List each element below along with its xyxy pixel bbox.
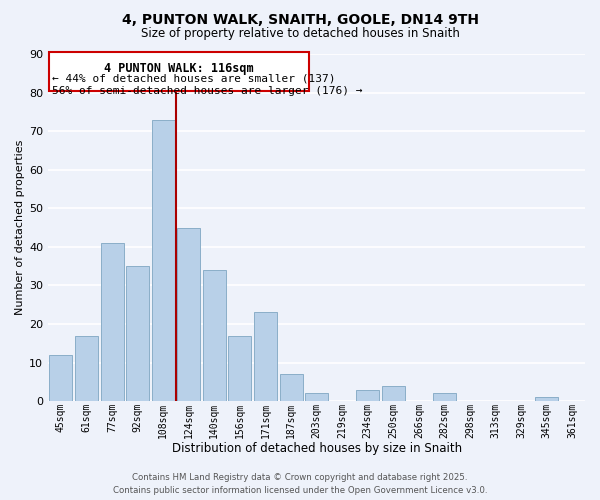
Bar: [382, 386, 405, 401]
Bar: [152, 120, 175, 401]
FancyBboxPatch shape: [49, 52, 309, 90]
Bar: [203, 270, 226, 401]
Bar: [356, 390, 379, 401]
Bar: [101, 243, 124, 401]
Bar: [177, 228, 200, 401]
Bar: [254, 312, 277, 401]
Text: 56% of semi-detached houses are larger (176) →: 56% of semi-detached houses are larger (…: [52, 86, 363, 96]
Text: 4 PUNTON WALK: 116sqm: 4 PUNTON WALK: 116sqm: [104, 62, 254, 74]
Bar: [75, 336, 98, 401]
Bar: [535, 398, 558, 401]
Bar: [229, 336, 251, 401]
Bar: [305, 394, 328, 401]
Bar: [280, 374, 302, 401]
Text: ← 44% of detached houses are smaller (137): ← 44% of detached houses are smaller (13…: [52, 74, 336, 84]
Text: Size of property relative to detached houses in Snaith: Size of property relative to detached ho…: [140, 28, 460, 40]
Bar: [126, 266, 149, 401]
Text: Contains HM Land Registry data © Crown copyright and database right 2025.
Contai: Contains HM Land Registry data © Crown c…: [113, 474, 487, 495]
Bar: [433, 394, 456, 401]
Y-axis label: Number of detached properties: Number of detached properties: [15, 140, 25, 316]
Bar: [49, 355, 73, 401]
Text: 4, PUNTON WALK, SNAITH, GOOLE, DN14 9TH: 4, PUNTON WALK, SNAITH, GOOLE, DN14 9TH: [121, 12, 479, 26]
X-axis label: Distribution of detached houses by size in Snaith: Distribution of detached houses by size …: [172, 442, 461, 455]
